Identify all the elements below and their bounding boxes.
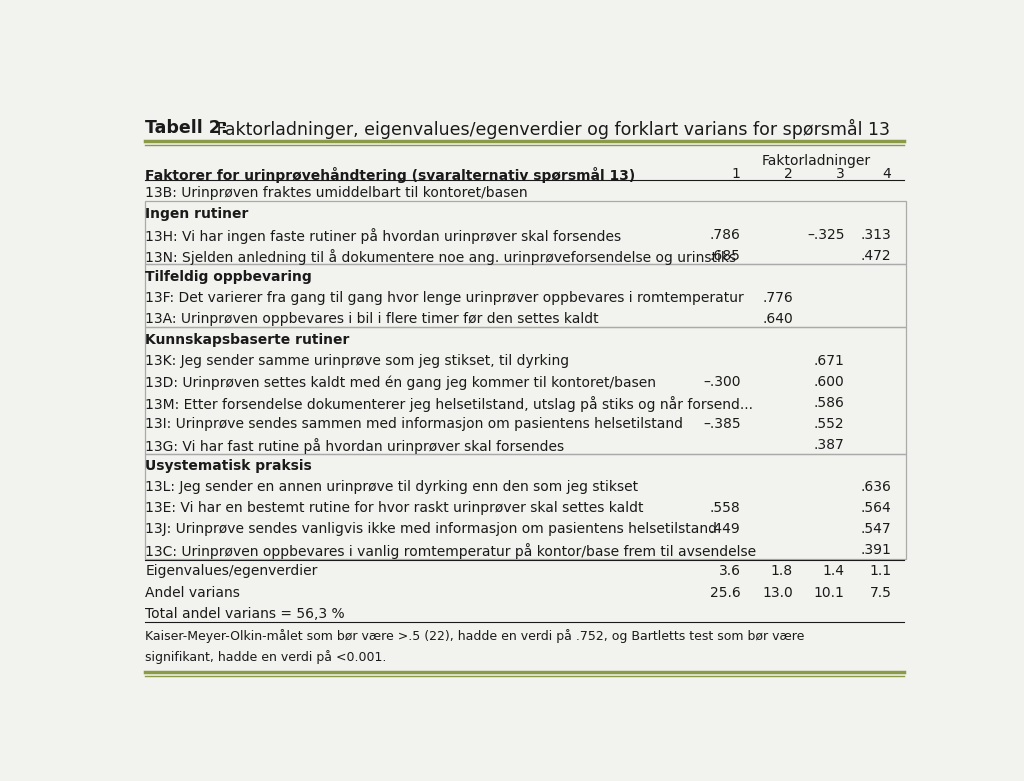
Text: 13G: Vi har fast rutine på hvordan urinprøver skal forsendes: 13G: Vi har fast rutine på hvordan urinp… (145, 438, 564, 454)
Text: 13I: Urinprøve sendes sammen med informasjon om pasientens helsetilstand: 13I: Urinprøve sendes sammen med informa… (145, 417, 683, 431)
Text: Eigenvalues/egenverdier: Eigenvalues/egenverdier (145, 565, 317, 579)
Text: .391: .391 (860, 544, 892, 558)
Text: 3: 3 (836, 167, 845, 181)
Text: 13F: Det varierer fra gang til gang hvor lenge urinprøver oppbevares i romtemper: 13F: Det varierer fra gang til gang hvor… (145, 291, 744, 305)
Text: .387: .387 (814, 438, 845, 452)
Text: 13A: Urinprøven oppbevares i bil i flere timer før den settes kaldt: 13A: Urinprøven oppbevares i bil i flere… (145, 312, 599, 326)
Text: .313: .313 (861, 228, 892, 241)
Text: –.385: –.385 (703, 417, 740, 431)
Text: .671: .671 (814, 354, 845, 368)
Text: –.300: –.300 (703, 375, 740, 389)
Text: Tabell 2:: Tabell 2: (145, 119, 228, 137)
Text: 13D: Urinprøven settes kaldt med én gang jeg kommer til kontoret/basen: 13D: Urinprøven settes kaldt med én gang… (145, 375, 656, 390)
Text: .685: .685 (710, 249, 740, 262)
Text: Usystematisk praksis: Usystematisk praksis (145, 459, 312, 473)
Text: 1.4: 1.4 (822, 565, 845, 579)
Text: 10.1: 10.1 (814, 586, 845, 600)
Bar (145, 264, 905, 327)
Text: 4: 4 (883, 167, 892, 181)
Text: 13K: Jeg sender samme urinprøve som jeg stikset, til dyrking: 13K: Jeg sender samme urinprøve som jeg … (145, 354, 569, 368)
Text: Faktorladninger, eigenvalues/egenverdier og forklart varians for spørsmål 13: Faktorladninger, eigenvalues/egenverdier… (211, 119, 890, 139)
Text: 13L: Jeg sender en annen urinprøve til dyrking enn den som jeg stikset: 13L: Jeg sender en annen urinprøve til d… (145, 480, 639, 494)
Text: .636: .636 (860, 480, 892, 494)
Text: 13E: Vi har en bestemt rutine for hvor raskt urinprøver skal settes kaldt: 13E: Vi har en bestemt rutine for hvor r… (145, 501, 644, 515)
Text: .586: .586 (814, 396, 845, 410)
Text: 1.1: 1.1 (869, 565, 892, 579)
Text: 13B: Urinprøven fraktes umiddelbart til kontoret/basen: 13B: Urinprøven fraktes umiddelbart til … (145, 186, 528, 200)
Bar (145, 201, 905, 264)
Text: 13N: Sjelden anledning til å dokumentere noe ang. urinprøveforsendelse og urinst: 13N: Sjelden anledning til å dokumentere… (145, 249, 736, 265)
Text: .547: .547 (861, 522, 892, 537)
Text: 13J: Urinprøve sendes vanligvis ikke med informasjon om pasientens helsetilstand: 13J: Urinprøve sendes vanligvis ikke med… (145, 522, 718, 537)
Text: .552: .552 (814, 417, 845, 431)
Text: Faktorladninger: Faktorladninger (762, 155, 870, 169)
Text: .786: .786 (710, 228, 740, 241)
Text: 3.6: 3.6 (719, 565, 740, 579)
Text: Faktorer for urinprøvehåndtering (svaralternativ spørsmål 13): Faktorer for urinprøvehåndtering (svaral… (145, 167, 636, 183)
Text: 13C: Urinprøven oppbevares i vanlig romtemperatur på kontor/base frem til avsend: 13C: Urinprøven oppbevares i vanlig romt… (145, 544, 757, 559)
Bar (145, 327, 905, 454)
Text: Tilfeldig oppbevaring: Tilfeldig oppbevaring (145, 269, 312, 284)
Text: .564: .564 (861, 501, 892, 515)
Text: Total andel varians = 56,3 %: Total andel varians = 56,3 % (145, 607, 345, 621)
Text: .472: .472 (861, 249, 892, 262)
Text: 13M: Etter forsendelse dokumenterer jeg helsetilstand, utslag på stiks og når fo: 13M: Etter forsendelse dokumenterer jeg … (145, 396, 754, 412)
Text: 13.0: 13.0 (762, 586, 793, 600)
Text: Andel varians: Andel varians (145, 586, 241, 600)
Text: Kunnskapsbaserte rutiner: Kunnskapsbaserte rutiner (145, 333, 350, 347)
Text: –.325: –.325 (807, 228, 845, 241)
Text: 7.5: 7.5 (869, 586, 892, 600)
Text: 1: 1 (732, 167, 740, 181)
Text: .640: .640 (762, 312, 793, 326)
Text: .558: .558 (710, 501, 740, 515)
Text: .776: .776 (762, 291, 793, 305)
Text: 1.8: 1.8 (771, 565, 793, 579)
Text: 2: 2 (784, 167, 793, 181)
Text: .600: .600 (814, 375, 845, 389)
Text: .449: .449 (710, 522, 740, 537)
Text: 25.6: 25.6 (710, 586, 740, 600)
Bar (145, 454, 905, 559)
Text: 13H: Vi har ingen faste rutiner på hvordan urinprøver skal forsendes: 13H: Vi har ingen faste rutiner på hvord… (145, 228, 622, 244)
Text: Ingen rutiner: Ingen rutiner (145, 207, 249, 221)
Text: Kaiser-Meyer-Olkin-målet som bør være >.5 (22), hadde en verdi på .752, og Bartl: Kaiser-Meyer-Olkin-målet som bør være >.… (145, 629, 805, 664)
